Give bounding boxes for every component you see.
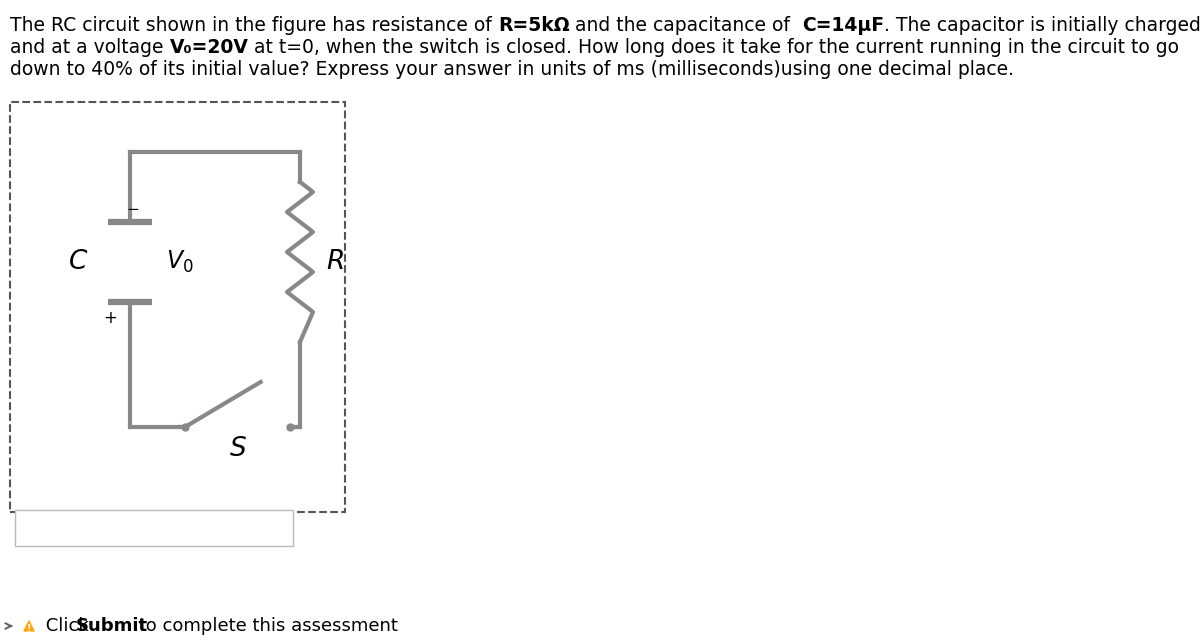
Text: $V_0$: $V_0$ bbox=[167, 249, 193, 275]
Text: $C$: $C$ bbox=[68, 249, 88, 275]
Text: at t=0, when the switch is closed. How long does it take for the current running: at t=0, when the switch is closed. How l… bbox=[248, 38, 1180, 57]
Polygon shape bbox=[24, 621, 34, 631]
Bar bbox=[10, 102, 346, 512]
Text: R=5kΩ: R=5kΩ bbox=[498, 16, 569, 35]
Text: $-$: $-$ bbox=[126, 200, 139, 214]
Text: to complete this assessment: to complete this assessment bbox=[133, 617, 398, 635]
Bar bbox=[14, 510, 293, 546]
Text: Click: Click bbox=[40, 617, 95, 635]
Text: and the capacitance of: and the capacitance of bbox=[569, 16, 803, 35]
Text: and at a voltage: and at a voltage bbox=[10, 38, 169, 57]
Text: . The capacitor is initially charged: . The capacitor is initially charged bbox=[884, 16, 1200, 35]
Text: down to 40% of its initial value? Express your answer in units of ms (millisecon: down to 40% of its initial value? Expres… bbox=[10, 60, 1014, 79]
Text: The RC circuit shown in the figure has resistance of: The RC circuit shown in the figure has r… bbox=[10, 16, 498, 35]
Text: $R$: $R$ bbox=[326, 249, 344, 275]
Text: $+$: $+$ bbox=[103, 309, 118, 327]
Text: Submit: Submit bbox=[76, 617, 148, 635]
Text: V₀=20V: V₀=20V bbox=[169, 38, 248, 57]
Text: $S$: $S$ bbox=[228, 436, 246, 462]
Text: C=14μF: C=14μF bbox=[803, 16, 884, 35]
Text: !: ! bbox=[26, 624, 31, 634]
